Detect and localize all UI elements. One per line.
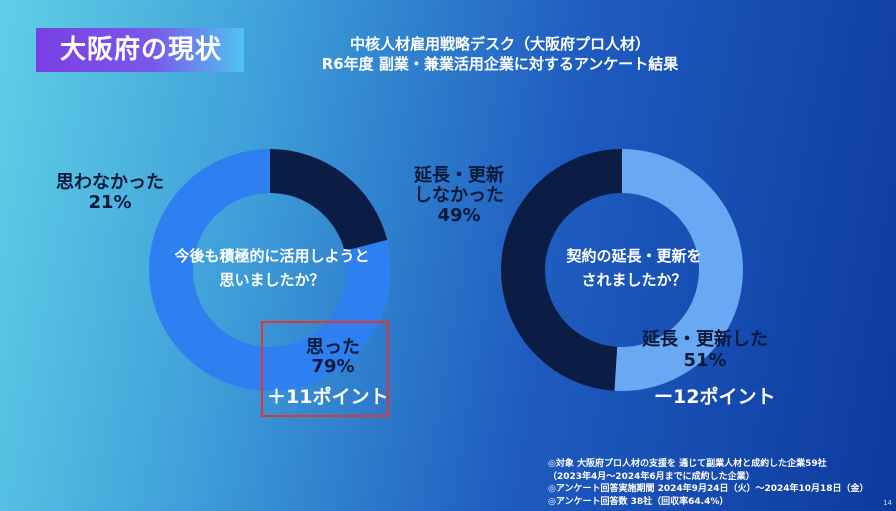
label-yes-2-pct: 51% [683,350,727,371]
label-yes-2: 延長・更新した 51% [642,329,768,371]
question-1-line-1: 今後も積極的に活用しようと [174,247,370,265]
donut2-slice-0 [614,148,743,391]
highlight-box [261,321,389,417]
note-responses: ◎アンケート回答数 38社（回収率64.4%） [548,496,729,507]
note-target-period: （2023年4月～2024年6月までに成約した企業） [548,471,755,482]
label-yes-1: 思った 79% [306,338,360,376]
label-yes-1-name: 思った [306,337,360,358]
question-1: 今後も積極的に活用しようと 思いましたか？ [160,244,384,292]
header: 中核人材雇用戦略デスク（大阪府プロ人材） R6年度 副業・兼業活用企業に対するア… [270,34,730,74]
question-2: 契約の延長・更新を されましたか？ [548,244,720,292]
label-yes-2-name: 延長・更新した [642,329,768,350]
change-points-1: ＋11ポイント [267,386,389,408]
label-no-2-name-1: 延長・更新 [414,165,504,186]
label-no-1: 思わなかった 21% [56,173,164,213]
donut1-slice-1 [270,149,388,251]
label-no-2: 延長・更新 しなかった 49% [414,166,504,226]
header-line-1: 中核人材雇用戦略デスク（大阪府プロ人材） [349,35,650,53]
label-no-1-name: 思わなかった [56,172,164,193]
label-no-2-name-2: しなかった [414,185,504,206]
donut-chart-renewal [501,148,743,391]
survey-notes: ◎対象 大阪府プロ人材の支援を 通じて副業人材と成約した企業59社 （2023年… [548,458,869,508]
label-no-2-pct: 49% [437,205,481,226]
note-survey-period: ◎アンケート回答実施期間 2024年9月24日（火）～2024年10月18日（金… [548,484,869,494]
label-no-1-pct: 21% [88,192,132,213]
note-target: ◎対象 大阪府プロ人材の支援を 通じて副業人材と成約した企業59社 [548,459,827,469]
header-line-2: R6年度 副業・兼業活用企業に対するアンケート結果 [321,55,679,73]
change-points-2: ー12ポイント [654,386,776,408]
page-badge: 大阪府の現状 [36,28,244,72]
question-1-line-2: 思いましたか？ [219,271,325,289]
donut1-slice-0 [148,149,391,391]
question-2-line-1: 契約の延長・更新を [566,247,702,265]
donut2-slice-1 [501,148,622,391]
donut-chart-continue-use [148,149,391,391]
page-number: 14 [883,499,892,507]
question-2-line-2: されましたか？ [581,271,687,289]
label-yes-1-pct: 79% [311,356,355,377]
